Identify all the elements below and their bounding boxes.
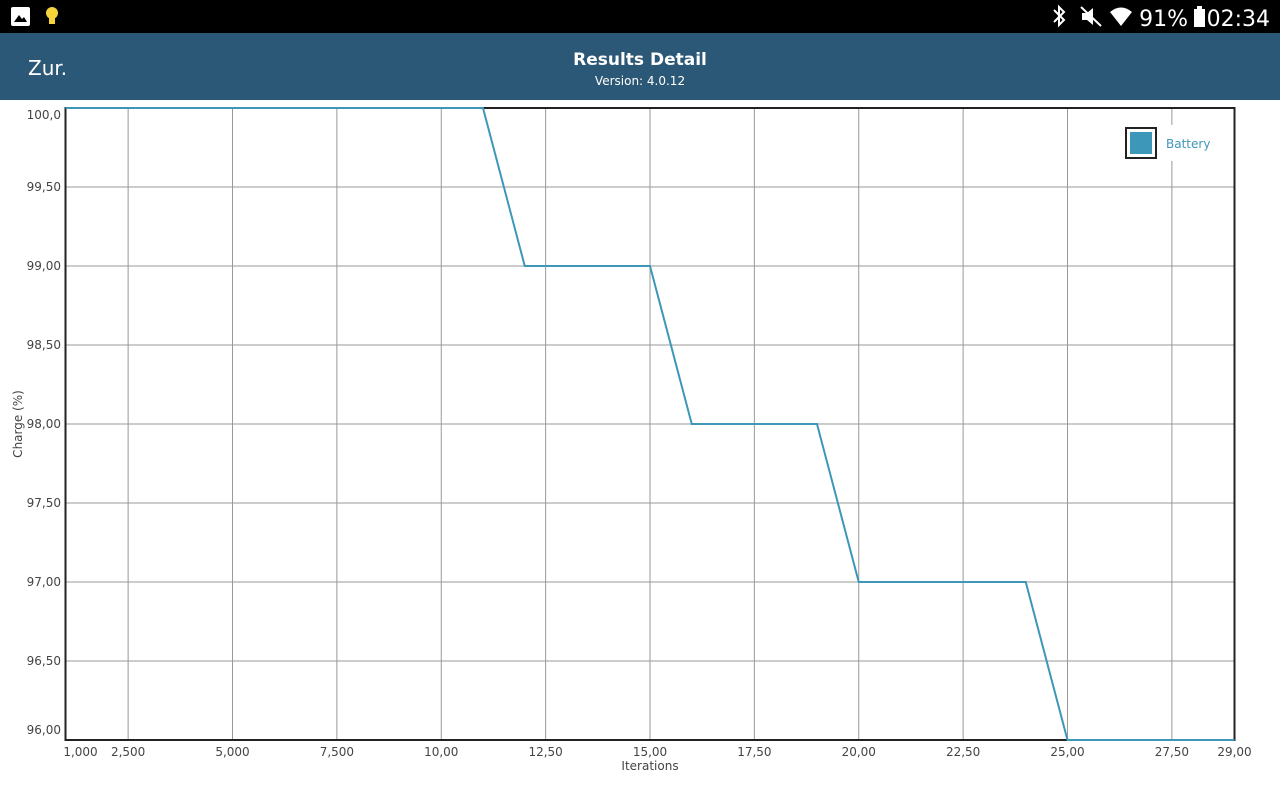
y-tick-label: 99,50 xyxy=(27,180,61,194)
x-tick-label: 25,00 xyxy=(1050,745,1084,759)
x-tick-label: 12,50 xyxy=(528,745,562,759)
app-bar-content: Zur. Results Detail Version: 4.0.12 xyxy=(28,50,707,88)
battery-tip xyxy=(1197,6,1202,9)
subtitle: Version: 4.0.12 xyxy=(595,74,685,88)
data-line xyxy=(65,107,1235,741)
y-tick-label: 97,00 xyxy=(27,575,61,589)
x-axis-label: Iterations xyxy=(621,759,678,773)
battery-icon xyxy=(1194,9,1205,27)
bluetooth-icon xyxy=(1053,4,1066,28)
x-tick-label: 7,500 xyxy=(320,745,354,759)
status-bar: 91% 02:34 xyxy=(0,0,1280,33)
x-tick-label: 5,000 xyxy=(215,745,249,759)
y-tick-label: 99,00 xyxy=(27,259,61,273)
x-tick-label: 17,50 xyxy=(737,745,771,759)
x-tick-label: 29,00 xyxy=(1217,745,1251,759)
mute-slash xyxy=(1080,6,1102,27)
gallery-icon xyxy=(11,7,30,26)
app-bar: Zur. Results Detail Version: 4.0.12 xyxy=(0,33,1280,100)
status-icons: 91% 02:34 xyxy=(11,4,1270,32)
title: Results Detail xyxy=(573,50,707,70)
x-tick-label: 27,50 xyxy=(1155,745,1189,759)
y-axis-label: Charge (%) xyxy=(11,390,25,458)
chart: 100,0 99,50 99,00 98,50 98,00 97,50 97,00 96,50… xyxy=(11,107,1252,773)
legend-swatch xyxy=(1130,132,1152,154)
bulb-base xyxy=(49,18,55,24)
x-tick-label: 20,00 xyxy=(842,745,876,759)
plot-border xyxy=(64,107,1236,741)
clock: 02:34 xyxy=(1207,7,1270,32)
x-tick-label: 10,00 xyxy=(424,745,458,759)
legend-label: Battery xyxy=(1166,137,1210,151)
y-tick-label: 96,00 xyxy=(27,723,61,737)
y-tick-label: 100,0 xyxy=(27,108,61,122)
wifi-icon xyxy=(1110,7,1132,26)
x-tick-label: 15,00 xyxy=(633,745,667,759)
bulb-icon xyxy=(46,7,58,19)
x-tick-label: 2,500 xyxy=(111,745,145,759)
battery-level: 91% xyxy=(1139,7,1188,32)
y-tick-label: 96,50 xyxy=(27,654,61,668)
x-tick-label: 22,50 xyxy=(946,745,980,759)
gallery-icon-shape xyxy=(14,15,27,22)
y-tick-label: 98,50 xyxy=(27,338,61,352)
y-tick-label: 97,50 xyxy=(27,496,61,510)
x-tick-label: 1,000 xyxy=(63,745,97,759)
back-button[interactable]: Zur. xyxy=(28,56,67,80)
mute-icon xyxy=(1082,8,1093,25)
y-tick-label: 98,00 xyxy=(27,417,61,431)
